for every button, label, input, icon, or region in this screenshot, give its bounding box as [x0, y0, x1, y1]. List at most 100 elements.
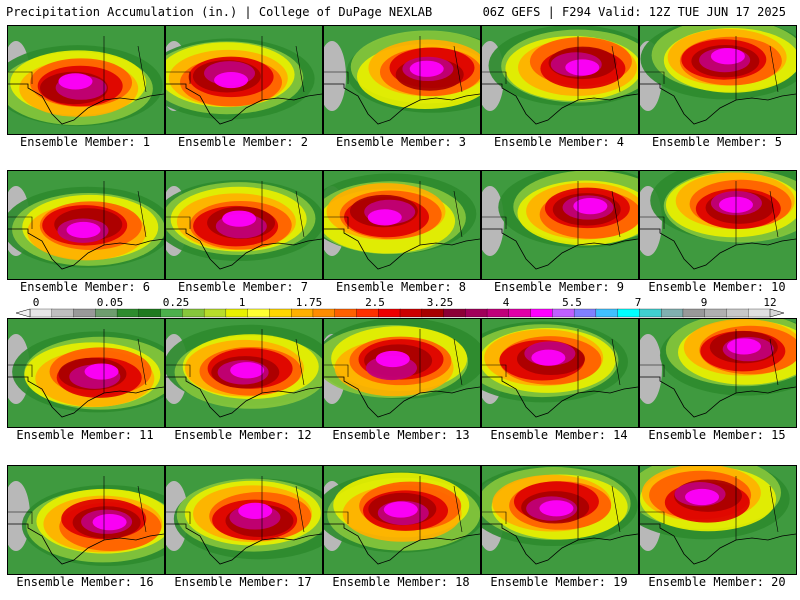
- precipitation-map: [8, 171, 164, 279]
- colorbar-tick-label: 0.25: [163, 296, 190, 309]
- ensemble-map-panel: [481, 465, 639, 575]
- precipitation-map: [324, 466, 480, 574]
- ensemble-map-panel: [481, 170, 639, 280]
- colorbar-swatch: [421, 308, 445, 318]
- colorbar-swatch: [312, 308, 336, 318]
- colorbar-swatch: [291, 308, 314, 318]
- ensemble-member-label: Ensemble Member: 19: [490, 575, 628, 589]
- colorbar-swatch: [552, 308, 575, 318]
- ensemble-member-label: Ensemble Member: 18: [332, 575, 470, 589]
- ensemble-map-panel: [639, 170, 797, 280]
- colorbar-min-arrow: [15, 308, 31, 318]
- colorbar-swatch: [269, 308, 292, 318]
- precipitation-map: [8, 26, 164, 134]
- colorbar-swatch: [203, 308, 227, 318]
- colorbar-max-arrow: [769, 308, 785, 318]
- ensemble-map-panel: [481, 318, 639, 428]
- colorbar-swatch: [530, 308, 554, 318]
- colorbar-swatch: [465, 308, 488, 318]
- ensemble-member-label: Ensemble Member: 10: [648, 280, 786, 294]
- colorbar-swatch: [334, 308, 358, 318]
- ensemble-member-label: Ensemble Member: 1: [19, 135, 151, 149]
- ensemble-member-label: Ensemble Member: 6: [19, 280, 151, 294]
- colorbar-scale: 0 0.05 0.25 1 1.75 2.5 3.25 4 5.5 7 9 12: [15, 296, 785, 318]
- ensemble-map-panel: [165, 465, 323, 575]
- colorbar-tick-label: 0: [33, 296, 40, 309]
- precipitation-colorbar: 0 0.05 0.25 1 1.75 2.5 3.25 4 5.5 7 9 12: [8, 296, 792, 320]
- ensemble-map-panel: [323, 318, 481, 428]
- ensemble-map-panel: [323, 25, 481, 135]
- ensemble-map-panel: [165, 170, 323, 280]
- colorbar-tick-label: 2.5: [365, 296, 385, 309]
- ensemble-map-panel: [7, 465, 165, 575]
- run-info: 06Z GEFS | F294 Valid: 12Z TUE JUN 17 20…: [482, 5, 786, 19]
- colorbar-swatch: [95, 308, 118, 318]
- colorbar-swatch: [116, 308, 140, 318]
- ensemble-member-label: Ensemble Member: 3: [335, 135, 467, 149]
- colorbar-swatch: [51, 308, 75, 318]
- ensemble-member-label: Ensemble Member: 5: [651, 135, 783, 149]
- colorbar-swatch: [247, 308, 271, 318]
- precipitation-map: [8, 319, 164, 427]
- colorbar-tick-label: 4: [503, 296, 510, 309]
- ensemble-map-panel: [7, 170, 165, 280]
- ensemble-member-label: Ensemble Member: 14: [490, 428, 628, 442]
- ensemble-map-panel: [7, 25, 165, 135]
- precipitation-map: [640, 171, 796, 279]
- ensemble-map-panel: [165, 318, 323, 428]
- precipitation-map: [482, 171, 638, 279]
- precipitation-map: [640, 26, 796, 134]
- colorbar-swatch: [29, 308, 53, 318]
- precipitation-map: [166, 171, 322, 279]
- ensemble-member-label: Ensemble Member: 7: [177, 280, 309, 294]
- colorbar-tick-label: 0.05: [97, 296, 124, 309]
- precipitation-map: [482, 466, 638, 574]
- ensemble-map-panel: [323, 170, 481, 280]
- precipitation-map: [324, 26, 480, 134]
- precipitation-map: [482, 319, 638, 427]
- colorbar-swatch: [617, 308, 641, 318]
- colorbar-tick-label: 9: [701, 296, 708, 309]
- colorbar-swatch: [573, 308, 597, 318]
- colorbar-tick-label: 1: [239, 296, 246, 309]
- ensemble-member-label: Ensemble Member: 16: [16, 575, 154, 589]
- ensemble-map-panel: [639, 465, 797, 575]
- colorbar-swatch: [726, 308, 749, 318]
- ensemble-member-label: Ensemble Member: 9: [493, 280, 625, 294]
- colorbar-swatch: [704, 308, 728, 318]
- colorbar-swatch: [378, 308, 401, 318]
- ensemble-map-panel: [639, 25, 797, 135]
- ensemble-member-label: Ensemble Member: 8: [335, 280, 467, 294]
- ensemble-member-label: Ensemble Member: 2: [177, 135, 309, 149]
- ensemble-member-label: Ensemble Member: 12: [174, 428, 312, 442]
- colorbar-swatch: [486, 308, 510, 318]
- colorbar-swatch: [182, 308, 205, 318]
- colorbar-tick-label: 12: [763, 296, 776, 309]
- ensemble-map-panel: [481, 25, 639, 135]
- colorbar-swatch: [661, 308, 684, 318]
- colorbar-swatch: [138, 308, 162, 318]
- colorbar-swatch: [225, 308, 249, 318]
- precipitation-map: [482, 26, 638, 134]
- ensemble-member-label: Ensemble Member: 4: [493, 135, 625, 149]
- colorbar-tick-label: 1.75: [296, 296, 323, 309]
- precipitation-map: [640, 319, 796, 427]
- ensemble-member-label: Ensemble Member: 15: [648, 428, 786, 442]
- colorbar-swatch: [682, 308, 706, 318]
- colorbar-swatch: [73, 308, 96, 318]
- colorbar-swatch: [639, 308, 662, 318]
- precipitation-map: [166, 466, 322, 574]
- precipitation-map: [324, 319, 480, 427]
- ensemble-member-label: Ensemble Member: 17: [174, 575, 312, 589]
- ensemble-map-panel: [7, 318, 165, 428]
- colorbar-swatch: [356, 308, 379, 318]
- colorbar-swatch: [399, 308, 423, 318]
- map-title: Precipitation Accumulation (in.) | Colle…: [6, 5, 433, 19]
- ensemble-member-label: Ensemble Member: 13: [332, 428, 470, 442]
- precipitation-map: [324, 171, 480, 279]
- ensemble-map-panel: [165, 25, 323, 135]
- colorbar-swatch: [595, 308, 619, 318]
- precipitation-map: [166, 319, 322, 427]
- colorbar-swatch: [508, 308, 532, 318]
- colorbar-swatch: [443, 308, 466, 318]
